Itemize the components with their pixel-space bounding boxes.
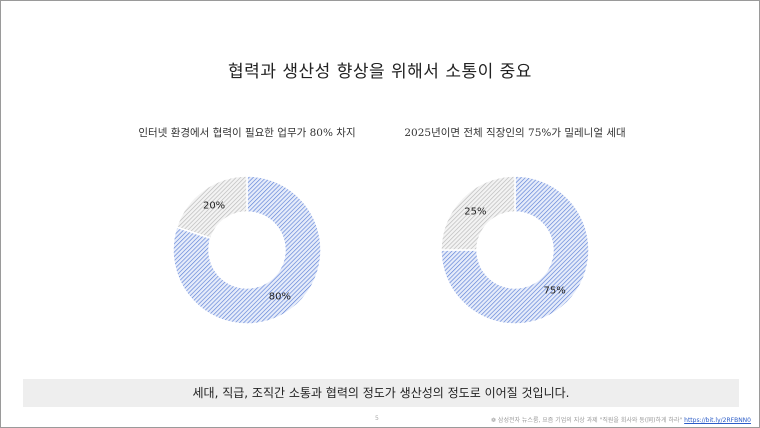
source-link[interactable]: https://bit.ly/2RFBNN0 bbox=[684, 417, 751, 424]
donut-svg: 75% 25% bbox=[440, 175, 590, 325]
donut-svg: 80% 20% bbox=[172, 175, 322, 325]
donut-slice bbox=[175, 175, 248, 240]
donut-slice bbox=[172, 175, 322, 325]
donut-slice bbox=[440, 175, 516, 251]
slice-label: 80% bbox=[269, 291, 291, 302]
donut-chart-collaboration: 인터넷 환경에서 협력이 필요한 업무가 80% 차지 80% 20% bbox=[97, 125, 397, 355]
slide-title: 협력과 생산성 향상을 위해서 소통이 중요 bbox=[228, 62, 532, 82]
donut-slice bbox=[440, 175, 590, 325]
chart-title: 2025년이면 전체 직장인의 75%가 밀레니얼 세대 bbox=[404, 127, 626, 139]
slice-label: 75% bbox=[543, 286, 565, 297]
summary-bar: 세대, 직급, 조직간 소통과 협력의 정도가 생산성의 정도로 이어질 것입니… bbox=[23, 379, 739, 407]
slice-label: 25% bbox=[464, 206, 486, 217]
donut-chart-millennials: 2025년이면 전체 직장인의 75%가 밀레니얼 세대 75% 25% bbox=[365, 125, 665, 355]
slice-label: 20% bbox=[203, 201, 225, 212]
source-citation: ❁ 삼성전자 뉴스룸, 요즘 기업의 지상 과제 "직원을 회사와 동(同)하게… bbox=[491, 415, 751, 424]
source-text: ❁ 삼성전자 뉴스룸, 요즘 기업의 지상 과제 "직원을 회사와 동(同)하게… bbox=[490, 417, 683, 424]
chart-title: 인터넷 환경에서 협력이 필요한 업무가 80% 차지 bbox=[138, 127, 356, 139]
page-number: 5 bbox=[375, 415, 379, 422]
